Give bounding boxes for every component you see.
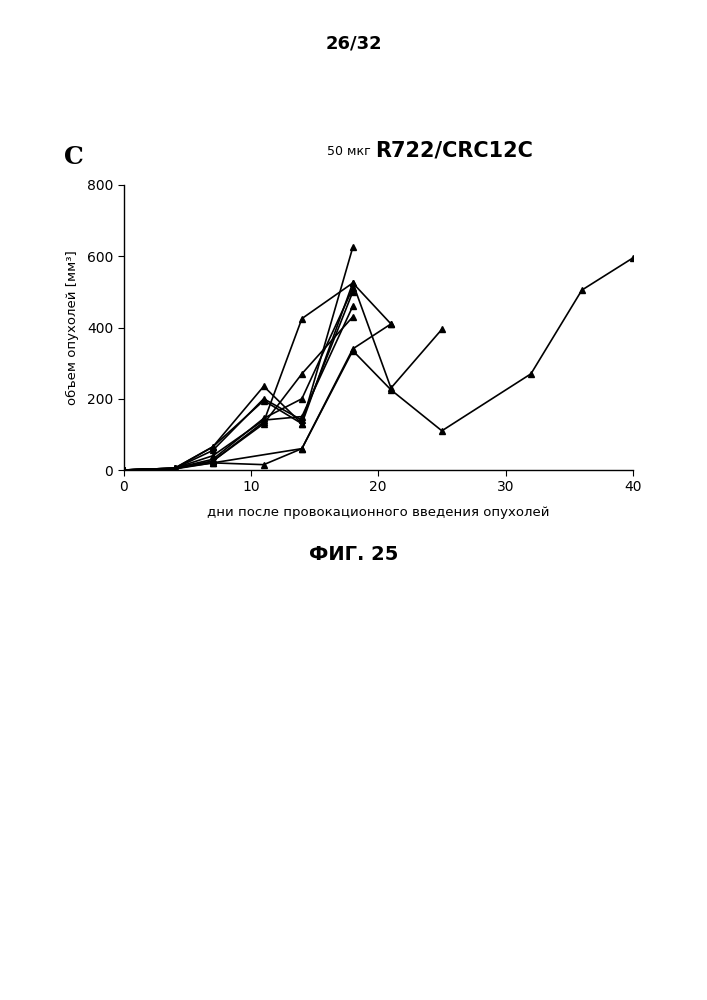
Text: 50 мкг: 50 мкг (327, 145, 371, 158)
Text: 26/32: 26/32 (325, 35, 382, 53)
Y-axis label: объем опухолей [мм³]: объем опухолей [мм³] (66, 250, 78, 405)
Text: ФИГ. 25: ФИГ. 25 (309, 545, 398, 564)
Text: R722/CRC12C: R722/CRC12C (375, 140, 532, 160)
X-axis label: дни после провокационного введения опухолей: дни после провокационного введения опухо… (207, 506, 549, 519)
Text: C: C (64, 145, 83, 169)
